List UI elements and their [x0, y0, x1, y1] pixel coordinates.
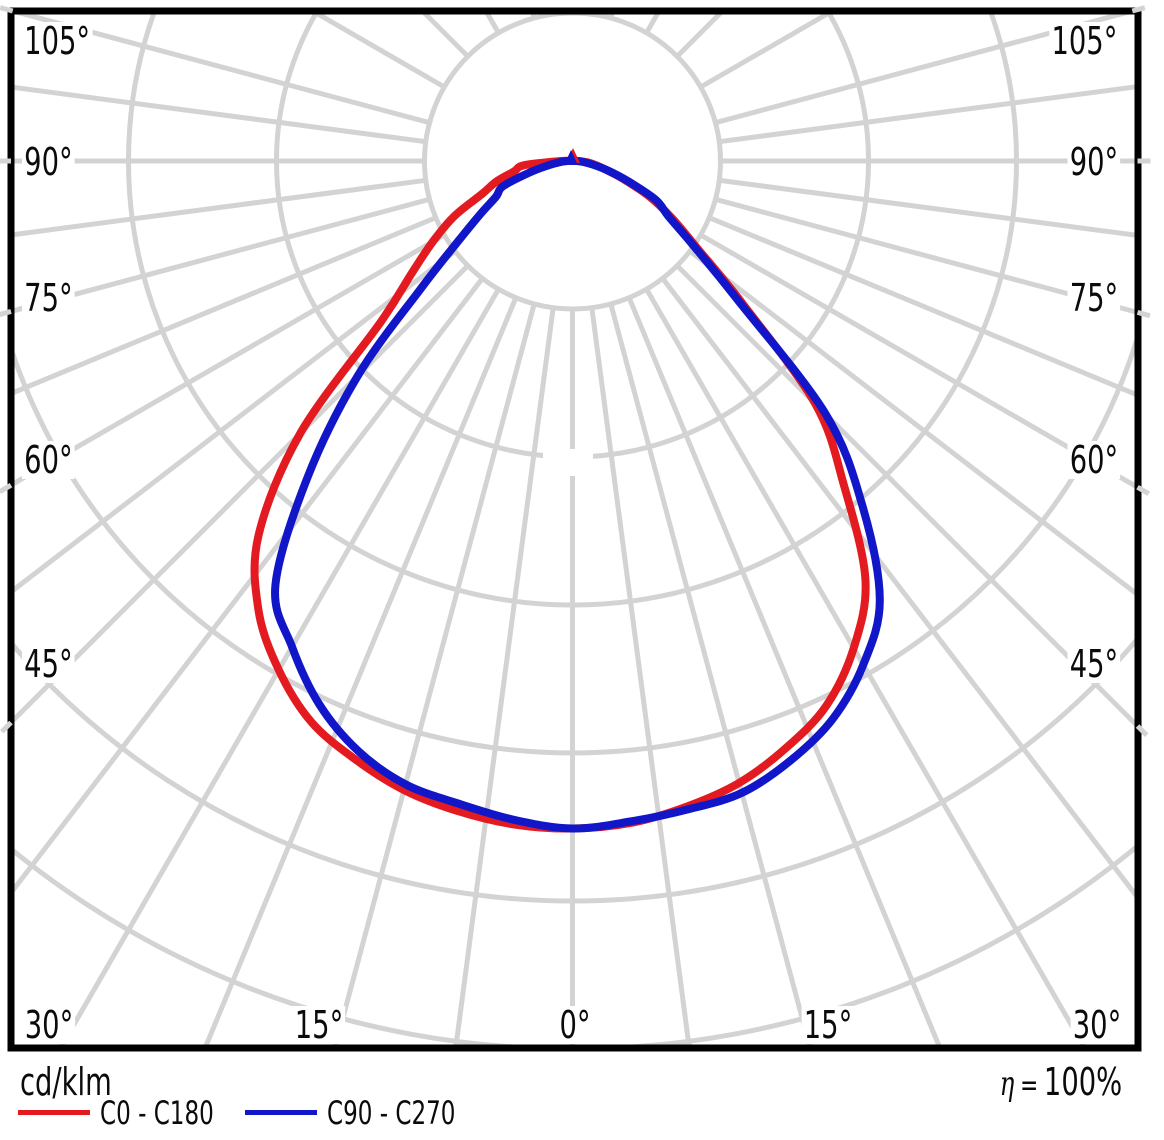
angle-label-left-45°: 45°	[22, 645, 75, 683]
angle-label-right-60°: 60°	[1067, 441, 1120, 479]
angle-label-bottom-2-0°: 0°	[557, 1006, 593, 1044]
angle-label-left-75°: 75°	[22, 279, 75, 317]
angle-label-right-105°: 105°	[1049, 22, 1120, 60]
eta-value: 100%	[1043, 1060, 1122, 1104]
legend-swatch-c90-c270	[245, 1110, 317, 1115]
eta-equals: =	[1019, 1068, 1039, 1103]
angle-label-left-60°: 60°	[22, 441, 75, 479]
angle-label-right-90°: 90°	[1067, 143, 1120, 181]
angle-label-bottom-3-15°: 15°	[801, 1006, 855, 1044]
unit-label: cd/klm	[20, 1060, 112, 1104]
angle-label-bottom-0-30°: 30°	[22, 1006, 76, 1044]
legend-label-c0-c180: C0 - C180	[100, 1094, 214, 1132]
angle-label-right-45°: 45°	[1067, 645, 1120, 683]
angle-label-left-90°: 90°	[22, 143, 75, 181]
legend-label-c90-c270: C90 - C270	[327, 1094, 456, 1132]
angle-label-bottom-4-30°: 30°	[1070, 1006, 1124, 1044]
eta-symbol: η	[999, 1064, 1015, 1104]
angle-label-left-105°: 105°	[22, 22, 93, 60]
legend-swatch-c0-c180	[18, 1110, 90, 1115]
angle-label-bottom-1-15°: 15°	[292, 1006, 346, 1044]
efficiency-label: η = 100%	[999, 1062, 1122, 1110]
angle-label-right-75°: 75°	[1067, 279, 1120, 317]
